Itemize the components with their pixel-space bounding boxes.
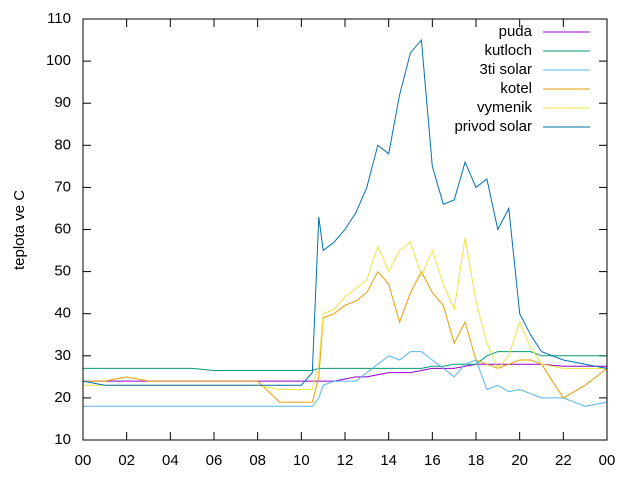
y-tick-label: 20 [54,389,71,406]
x-tick-label: 16 [424,452,441,469]
x-tick-label: 18 [468,452,485,469]
x-tick-label: 00 [75,452,92,469]
series-line [82,38,608,386]
x-tick-label: 04 [162,452,179,469]
x-tick-label: 10 [293,452,310,469]
legend-label: vymenik [477,99,533,116]
x-tick-label: 12 [337,452,354,469]
plot-border [82,18,608,441]
legend-label: kotel [500,80,532,97]
y-tick-label: 80 [54,136,71,153]
series-line [83,351,608,407]
x-tick-label: 22 [555,452,572,469]
y-axis-label: teplota ve C [11,190,28,270]
y-tick-label: 110 [47,10,71,27]
y-tick-label: 50 [54,263,71,280]
series-line [83,351,607,371]
x-tick-label: 08 [249,452,266,469]
y-tick-label: 40 [54,305,71,322]
x-tick-label: 14 [380,452,397,469]
x-tick-label: 20 [511,452,528,469]
y-tick-label: 90 [54,94,71,111]
y-tick-label: 60 [54,220,71,237]
series-line [83,270,608,403]
legend-label: puda [499,23,533,40]
y-tick-label: 30 [54,347,71,364]
legend-label: privod solar [454,118,532,135]
x-tick-label: 06 [206,452,223,469]
y-tick-label: 70 [54,178,71,195]
x-tick-label: 00 [599,452,616,469]
legend-label: 3ti solar [479,61,532,78]
legend-label: kutloch [484,42,532,59]
y-tick-label: 10 [54,431,71,448]
x-tick-label: 02 [118,452,135,469]
y-tick-label: 100 [46,52,71,69]
